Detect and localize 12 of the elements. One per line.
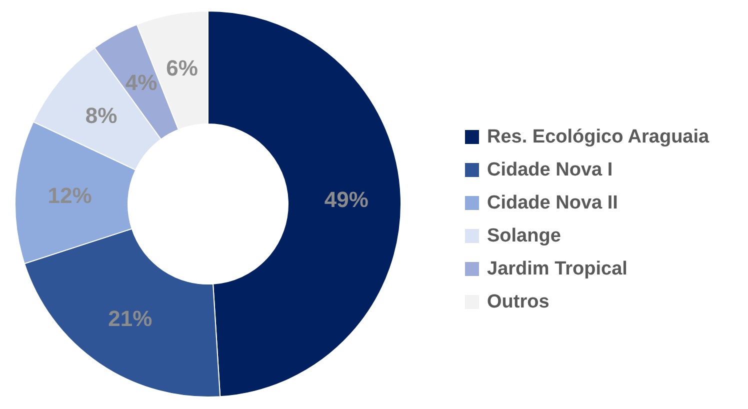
legend-label: Solange: [487, 226, 561, 246]
legend-label: Cidade Nova II: [487, 192, 618, 214]
legend-label: Jardim Tropical: [487, 258, 628, 280]
legend-label: Outros: [487, 292, 550, 312]
data-label: 49%: [324, 187, 368, 212]
data-label: 4%: [125, 70, 158, 96]
legend-label: Cidade Nova I: [487, 160, 613, 180]
data-label: 8%: [85, 103, 118, 128]
data-label: 12%: [48, 182, 92, 208]
legend-label: Res. Ecológico Araguaia: [487, 126, 710, 148]
data-label: 21%: [108, 306, 152, 332]
data-label: 6%: [166, 55, 198, 80]
